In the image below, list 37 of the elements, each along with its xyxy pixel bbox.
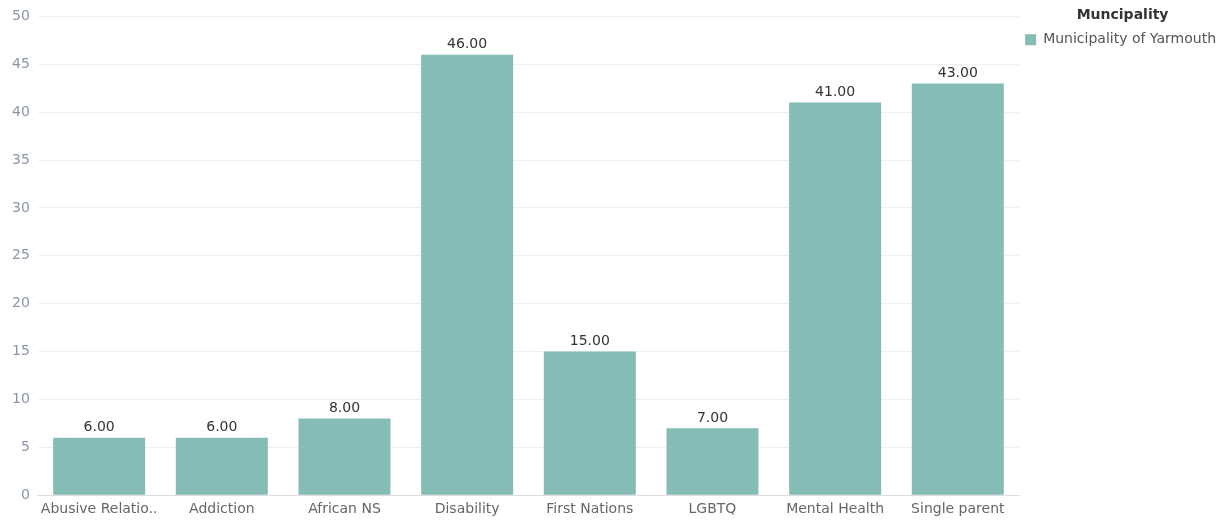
x-tick-label: African NS <box>308 500 381 517</box>
legend-label: Municipality of Yarmouth <box>1043 30 1217 47</box>
x-tick-label: Disability <box>434 500 500 517</box>
bar <box>421 54 514 495</box>
y-tick-label: 15 <box>11 342 30 359</box>
bar <box>789 102 882 495</box>
y-tick-label: 30 <box>11 198 30 215</box>
y-tick-label: 5 <box>20 437 30 454</box>
data-label: 7.00 <box>696 408 729 425</box>
bar <box>175 437 268 495</box>
y-tick-label: 35 <box>11 150 30 167</box>
y-tick-label: 25 <box>11 246 30 263</box>
bar <box>666 428 759 495</box>
bar <box>53 437 146 495</box>
data-label: 6.00 <box>83 418 115 435</box>
y-tick-label: 40 <box>11 102 30 119</box>
y-tick-label: 45 <box>11 54 30 71</box>
y-tick-label: 0 <box>20 485 30 502</box>
legend-title: Muncipality <box>1076 5 1169 22</box>
x-tick-label: LGBTQ <box>688 500 737 517</box>
bar <box>298 418 391 495</box>
data-label: 8.00 <box>328 399 361 416</box>
x-tick-label: Addiction <box>189 500 255 517</box>
x-tick-label: Single parent <box>911 500 1005 517</box>
data-label: 6.00 <box>206 418 238 435</box>
data-label: 15.00 <box>569 332 610 349</box>
y-tick-label: 50 <box>11 7 30 24</box>
bar <box>543 351 636 495</box>
data-label: 43.00 <box>937 64 978 81</box>
y-tick-label: 20 <box>11 294 30 311</box>
x-tick-label: First Nations <box>546 500 634 517</box>
bar <box>911 83 1004 495</box>
data-label: 41.00 <box>815 83 856 100</box>
x-tick-label: Abusive Relatio.. <box>40 500 158 517</box>
data-label: 46.00 <box>447 35 488 52</box>
x-tick-label: Mental Health <box>786 500 885 517</box>
y-tick-label: 10 <box>11 390 30 407</box>
